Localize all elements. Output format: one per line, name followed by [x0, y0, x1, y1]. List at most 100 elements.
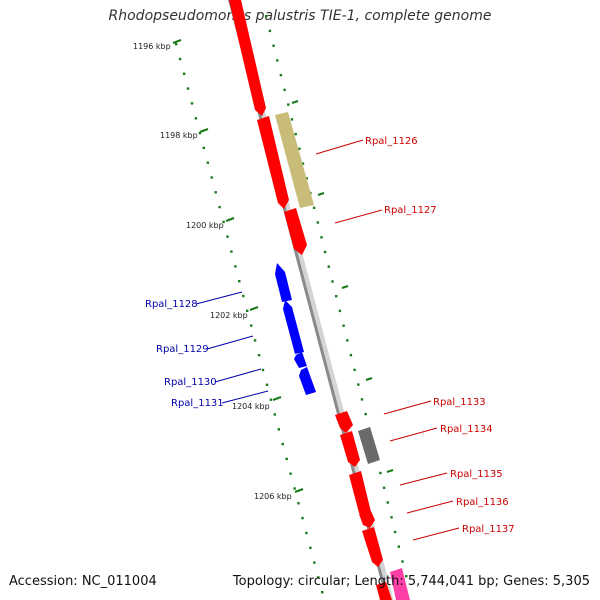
- outer-ring-dot: [331, 280, 334, 283]
- kbp-label-1206: 1206 kbp: [254, 492, 292, 501]
- outer-ring-dot: [272, 44, 275, 47]
- inner-ring-dot: [214, 191, 217, 194]
- inner-ring-dot: [305, 531, 308, 535]
- inner-ring-dot: [175, 43, 178, 46]
- leader-rpal-1131: [221, 390, 269, 404]
- inner-ring-dot: [301, 516, 304, 520]
- kbp-tick-1206: [294, 487, 304, 494]
- gene-rpal-1137[interactable]: [362, 527, 383, 567]
- outer-dash: [365, 376, 373, 382]
- gene-rpal-1135[interactable]: [349, 471, 371, 519]
- outer-ring-dot: [312, 206, 316, 209]
- leader-rpal-1135: [399, 472, 448, 486]
- inner-ring-dot: [253, 339, 257, 342]
- gene-rpal-1126-forward-part[interactable]: [257, 116, 289, 209]
- inner-ring-dot: [269, 398, 273, 401]
- label-rpal-1137[interactable]: Rpal_1137: [462, 524, 515, 535]
- inner-ring-dot: [297, 502, 300, 505]
- gene-rpal-1127[interactable]: [284, 208, 307, 255]
- gene-red-bottom[interactable]: [376, 582, 392, 600]
- inner-ring-dot: [285, 457, 288, 461]
- accession-text: Accession: NC_011004: [9, 574, 157, 589]
- outer-ring-dot: [298, 147, 301, 150]
- gene-rpal-1130[interactable]: [294, 352, 307, 368]
- label-rpal-1130[interactable]: Rpal_1130: [164, 377, 217, 388]
- outer-dash: [341, 284, 349, 290]
- label-leaders: [195, 139, 460, 541]
- kbp-tick-1198: [199, 127, 209, 134]
- outer-ring-dot: [346, 339, 349, 342]
- label-rpal-1127[interactable]: Rpal_1127: [384, 205, 437, 216]
- outer-ring-dot: [335, 295, 338, 298]
- inner-ring-dot: [210, 176, 213, 179]
- label-rpal-1129[interactable]: Rpal_1129: [156, 344, 209, 355]
- inner-ring-dot: [222, 220, 225, 224]
- inner-ring-dot: [250, 324, 253, 327]
- topology-text: Topology: circular; Length: 5,744,041 bp…: [232, 574, 590, 589]
- gene-rpal-1125[interactable]: [229, 0, 266, 116]
- outer-ring-dot: [342, 324, 345, 327]
- label-rpal-1131[interactable]: Rpal_1131: [171, 398, 224, 409]
- inner-ring-dot: [265, 383, 269, 386]
- label-rpal-1136[interactable]: Rpal_1136: [456, 497, 509, 508]
- gene-rpal-1136[interactable]: [359, 511, 375, 528]
- outer-ring-dot: [279, 73, 283, 77]
- leader-rpal-1129: [206, 335, 254, 350]
- forward-strand-genes: [229, 0, 410, 600]
- outer-ring-dot: [379, 471, 382, 475]
- inner-ring-dot: [317, 576, 320, 579]
- inner-ring-dot: [257, 354, 261, 357]
- inner-ring-dot: [226, 235, 229, 238]
- inner-ring-dot: [293, 487, 296, 490]
- label-rpal-1134[interactable]: Rpal_1134: [440, 424, 493, 435]
- outer-ring-dot: [287, 103, 290, 106]
- outer-ring-dot: [360, 398, 364, 401]
- gene-rpal-1129[interactable]: [283, 300, 304, 354]
- outer-ring-dot: [320, 236, 323, 239]
- leader-rpal-1134: [389, 427, 438, 442]
- outer-ring-dot: [349, 353, 353, 357]
- inner-ring-dot: [242, 294, 245, 298]
- leader-rpal-1136: [406, 500, 454, 514]
- gene-rpal-1134-forward-part[interactable]: [340, 431, 360, 467]
- kbp-label-1198: 1198 kbp: [160, 131, 198, 140]
- inner-dotted-ring: [175, 43, 324, 594]
- outer-ring-dot: [386, 501, 389, 504]
- outer-dash: [291, 99, 299, 105]
- gene-rpal-1128[interactable]: [275, 263, 292, 302]
- inner-ring-dot: [321, 591, 324, 594]
- outer-dash: [386, 468, 394, 474]
- kbp-ticks: 1196 kbp 1198 kbp 1200 kbp 1202 kbp 1204…: [133, 38, 304, 501]
- outer-ring-dot: [265, 15, 268, 18]
- gene-rpal-1133[interactable]: [335, 411, 353, 433]
- leader-rpal-1127: [334, 209, 383, 224]
- inner-ring-dot: [273, 413, 276, 416]
- inner-ring-dot: [198, 131, 202, 135]
- outer-ring-dashes: [291, 99, 394, 474]
- gene-rpal-1134[interactable]: [358, 427, 380, 464]
- outer-ring-dot: [338, 309, 342, 313]
- kbp-label-1202: 1202 kbp: [210, 311, 248, 320]
- outer-ring-dot: [382, 486, 386, 489]
- label-rpal-1135[interactable]: Rpal_1135: [450, 469, 503, 480]
- kbp-tick-1204: [272, 395, 282, 402]
- outer-ring-dot: [401, 560, 404, 563]
- label-rpal-1128[interactable]: Rpal_1128: [145, 299, 198, 310]
- label-rpal-1133[interactable]: Rpal_1133: [433, 397, 486, 408]
- gene-pink[interactable]: [390, 568, 410, 600]
- kbp-label-1204: 1204 kbp: [232, 402, 270, 411]
- gene-rpal-1126[interactable]: [275, 112, 314, 208]
- label-rpal-1126[interactable]: Rpal_1126: [365, 136, 418, 147]
- leader-rpal-1128: [195, 291, 243, 305]
- inner-ring-dot: [230, 250, 233, 253]
- inner-ring-dot: [194, 117, 198, 120]
- gene-labels: Rpal_1126 Rpal_1127 Rpal_1128 Rpal_1129 …: [145, 136, 515, 535]
- inner-ring-dot: [186, 87, 190, 90]
- outer-ring-dot: [323, 250, 327, 254]
- outer-ring-dot: [294, 132, 297, 136]
- inner-ring-dot: [261, 368, 265, 372]
- gene-rpal-1131[interactable]: [299, 367, 316, 395]
- kbp-label-1196: 1196 kbp: [133, 42, 171, 51]
- inner-ring-dot: [238, 280, 241, 283]
